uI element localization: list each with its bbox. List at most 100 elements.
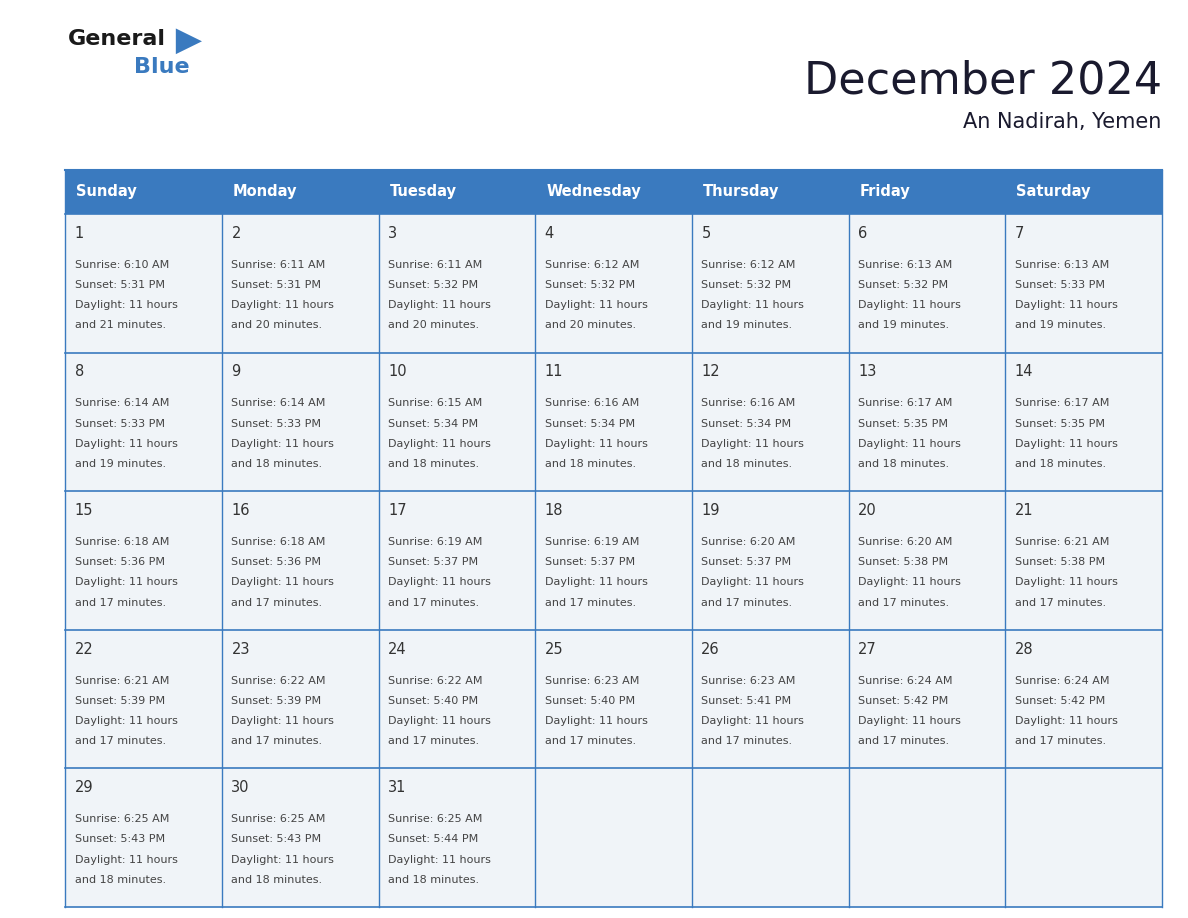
Bar — [536, 170, 691, 214]
Text: Daylight: 11 hours: Daylight: 11 hours — [388, 855, 491, 865]
Text: Sunset: 5:43 PM: Sunset: 5:43 PM — [75, 834, 165, 845]
Text: Sunrise: 6:19 AM: Sunrise: 6:19 AM — [544, 537, 639, 547]
Text: 22: 22 — [75, 642, 94, 656]
Text: Daylight: 11 hours: Daylight: 11 hours — [75, 716, 178, 726]
Text: Daylight: 11 hours: Daylight: 11 hours — [858, 577, 961, 588]
Text: Sunrise: 6:16 AM: Sunrise: 6:16 AM — [701, 398, 796, 409]
Text: Sunset: 5:37 PM: Sunset: 5:37 PM — [701, 557, 791, 567]
Bar — [1005, 214, 1162, 353]
Text: and 18 minutes.: and 18 minutes. — [858, 459, 949, 469]
Text: 14: 14 — [1015, 364, 1034, 379]
Text: 9: 9 — [232, 364, 241, 379]
Bar — [536, 491, 691, 630]
Text: 1: 1 — [75, 226, 84, 241]
Bar — [848, 170, 1005, 214]
Bar — [1005, 768, 1162, 907]
Bar — [691, 353, 848, 491]
Text: Sunset: 5:44 PM: Sunset: 5:44 PM — [388, 834, 479, 845]
Text: and 17 minutes.: and 17 minutes. — [701, 598, 792, 608]
Text: Sunset: 5:39 PM: Sunset: 5:39 PM — [232, 696, 322, 706]
Text: Sunset: 5:34 PM: Sunset: 5:34 PM — [388, 419, 478, 429]
Text: Thursday: Thursday — [703, 185, 779, 199]
Text: Sunrise: 6:13 AM: Sunrise: 6:13 AM — [1015, 260, 1108, 270]
Text: 6: 6 — [858, 226, 867, 241]
Text: Daylight: 11 hours: Daylight: 11 hours — [232, 300, 334, 310]
Text: Sunset: 5:33 PM: Sunset: 5:33 PM — [232, 419, 322, 429]
Text: Daylight: 11 hours: Daylight: 11 hours — [388, 577, 491, 588]
Text: Sunrise: 6:17 AM: Sunrise: 6:17 AM — [1015, 398, 1108, 409]
Bar — [379, 630, 536, 768]
Text: Sunrise: 6:22 AM: Sunrise: 6:22 AM — [232, 676, 326, 686]
Text: 29: 29 — [75, 780, 94, 795]
Text: and 17 minutes.: and 17 minutes. — [75, 598, 166, 608]
Text: Daylight: 11 hours: Daylight: 11 hours — [232, 716, 334, 726]
Text: 2: 2 — [232, 226, 241, 241]
Text: and 20 minutes.: and 20 minutes. — [388, 320, 479, 330]
Text: Sunrise: 6:23 AM: Sunrise: 6:23 AM — [701, 676, 796, 686]
Text: December 2024: December 2024 — [804, 60, 1162, 103]
Text: and 17 minutes.: and 17 minutes. — [388, 736, 479, 746]
Text: Sunset: 5:43 PM: Sunset: 5:43 PM — [232, 834, 322, 845]
Text: and 17 minutes.: and 17 minutes. — [858, 598, 949, 608]
Text: Friday: Friday — [860, 185, 910, 199]
Text: Daylight: 11 hours: Daylight: 11 hours — [544, 300, 647, 310]
Text: Sunrise: 6:22 AM: Sunrise: 6:22 AM — [388, 676, 482, 686]
Text: Daylight: 11 hours: Daylight: 11 hours — [388, 300, 491, 310]
Bar — [691, 491, 848, 630]
Text: Daylight: 11 hours: Daylight: 11 hours — [232, 855, 334, 865]
Text: Sunset: 5:37 PM: Sunset: 5:37 PM — [544, 557, 634, 567]
Text: 11: 11 — [544, 364, 563, 379]
Text: and 18 minutes.: and 18 minutes. — [1015, 459, 1106, 469]
Text: and 17 minutes.: and 17 minutes. — [75, 736, 166, 746]
Bar — [691, 214, 848, 353]
Text: Daylight: 11 hours: Daylight: 11 hours — [701, 300, 804, 310]
Text: General: General — [68, 29, 165, 50]
Text: Daylight: 11 hours: Daylight: 11 hours — [858, 439, 961, 449]
Text: Sunrise: 6:20 AM: Sunrise: 6:20 AM — [701, 537, 796, 547]
Text: and 19 minutes.: and 19 minutes. — [75, 459, 166, 469]
Bar — [379, 491, 536, 630]
Text: Sunrise: 6:14 AM: Sunrise: 6:14 AM — [232, 398, 326, 409]
Text: Sunset: 5:36 PM: Sunset: 5:36 PM — [75, 557, 165, 567]
Text: Sunset: 5:39 PM: Sunset: 5:39 PM — [75, 696, 165, 706]
Bar — [848, 491, 1005, 630]
Text: Wednesday: Wednesday — [546, 185, 642, 199]
Text: Sunset: 5:34 PM: Sunset: 5:34 PM — [544, 419, 634, 429]
Text: Blue: Blue — [134, 57, 190, 77]
Text: Sunset: 5:42 PM: Sunset: 5:42 PM — [1015, 696, 1105, 706]
Text: 16: 16 — [232, 503, 249, 518]
Bar — [848, 214, 1005, 353]
Text: and 17 minutes.: and 17 minutes. — [232, 598, 322, 608]
Bar — [848, 630, 1005, 768]
Text: Sunset: 5:36 PM: Sunset: 5:36 PM — [232, 557, 322, 567]
Bar — [222, 768, 379, 907]
Text: 21: 21 — [1015, 503, 1034, 518]
Text: Sunrise: 6:17 AM: Sunrise: 6:17 AM — [858, 398, 953, 409]
Text: Sunrise: 6:12 AM: Sunrise: 6:12 AM — [544, 260, 639, 270]
Text: Daylight: 11 hours: Daylight: 11 hours — [388, 716, 491, 726]
Text: An Nadirah, Yemen: An Nadirah, Yemen — [963, 112, 1162, 132]
Text: 3: 3 — [388, 226, 397, 241]
Text: 12: 12 — [701, 364, 720, 379]
Text: Sunrise: 6:25 AM: Sunrise: 6:25 AM — [75, 814, 169, 824]
Text: and 17 minutes.: and 17 minutes. — [858, 736, 949, 746]
Text: Sunrise: 6:21 AM: Sunrise: 6:21 AM — [75, 676, 169, 686]
Bar — [222, 214, 379, 353]
Text: 24: 24 — [388, 642, 406, 656]
Text: Sunrise: 6:24 AM: Sunrise: 6:24 AM — [1015, 676, 1110, 686]
Bar — [65, 630, 222, 768]
Bar — [65, 170, 222, 214]
Text: 18: 18 — [544, 503, 563, 518]
Text: Daylight: 11 hours: Daylight: 11 hours — [544, 439, 647, 449]
Text: and 18 minutes.: and 18 minutes. — [388, 875, 479, 885]
Text: Daylight: 11 hours: Daylight: 11 hours — [701, 439, 804, 449]
Text: Sunset: 5:31 PM: Sunset: 5:31 PM — [232, 280, 322, 290]
Text: and 20 minutes.: and 20 minutes. — [544, 320, 636, 330]
Text: 8: 8 — [75, 364, 84, 379]
Text: Daylight: 11 hours: Daylight: 11 hours — [75, 300, 178, 310]
Polygon shape — [176, 28, 202, 54]
Text: Sunrise: 6:15 AM: Sunrise: 6:15 AM — [388, 398, 482, 409]
Text: Sunset: 5:41 PM: Sunset: 5:41 PM — [701, 696, 791, 706]
Text: Sunset: 5:34 PM: Sunset: 5:34 PM — [701, 419, 791, 429]
Text: Tuesday: Tuesday — [390, 185, 456, 199]
